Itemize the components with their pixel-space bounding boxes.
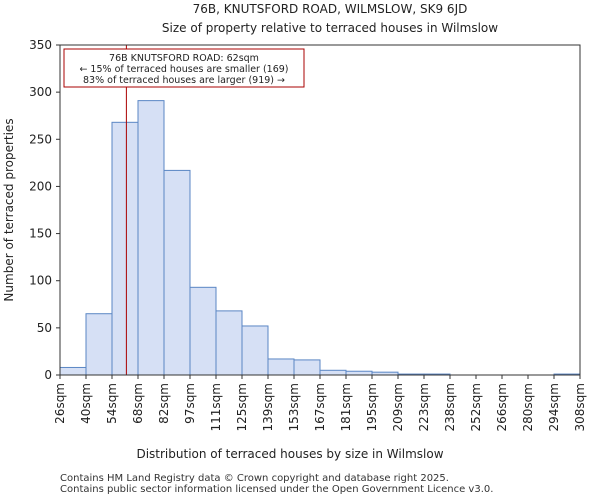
y-axis: 0 50 100 150 200 250 300 350: [29, 38, 60, 382]
x-tick-label-68sqm: 68sqm: [131, 383, 145, 424]
y-axis-label: Number of terraced properties: [2, 118, 16, 301]
x-tick-label-54sqm: 54sqm: [105, 383, 119, 424]
bar-167sqm: [319, 369, 347, 376]
histogram-chart: 76B, KNUTSFORD ROAD, WILMSLOW, SK9 6JD S…: [2, 2, 587, 461]
annotation-frame: [63, 48, 305, 88]
bar-181sqm: [345, 370, 373, 376]
bar-139sqm: [267, 358, 295, 376]
bar-68sqm: [137, 100, 165, 376]
annotation-line-2: ← 15% of terraced houses are smaller (16…: [79, 64, 288, 75]
x-tick-label-252sqm: 252sqm: [469, 383, 483, 431]
bar-153sqm: [293, 359, 321, 376]
x-tick-label-238sqm: 238sqm: [443, 383, 457, 431]
x-tick-label-26sqm: 26sqm: [53, 383, 67, 424]
x-tick-label-125sqm: 125sqm: [235, 383, 249, 431]
x-tick-label-111sqm: 111sqm: [209, 383, 223, 431]
x-tick-label-223sqm: 223sqm: [417, 383, 431, 431]
x-tick-label-40sqm: 40sqm: [79, 383, 93, 424]
y-tick-label-50: 50: [37, 321, 52, 335]
x-tick-label-167sqm: 167sqm: [313, 383, 327, 431]
chart-title: 76B, KNUTSFORD ROAD, WILMSLOW, SK9 6JD: [193, 2, 468, 16]
bar-111sqm: [215, 310, 243, 376]
y-tick-label-0: 0: [44, 368, 52, 382]
annotation-box: 76B KNUTSFORD ROAD: 62sqm ← 15% of terra…: [63, 48, 305, 88]
x-tick-label-209sqm: 209sqm: [391, 383, 405, 431]
y-tick-label-350: 350: [29, 38, 52, 52]
x-tick-label-294sqm: 294sqm: [547, 383, 561, 431]
x-axis: 26sqm 40sqm 54sqm 68sqm 82sqm 97sqm 111sqm 125s…: [53, 375, 587, 431]
x-tick-label-308sqm: 308sqm: [573, 383, 587, 431]
y-tick-label-150: 150: [29, 227, 52, 241]
x-tick-label-82sqm: 82sqm: [157, 383, 171, 424]
x-tick-label-139sqm: 139sqm: [261, 383, 275, 431]
y-tick-label-200: 200: [29, 179, 52, 193]
x-tick-label-181sqm: 181sqm: [339, 383, 353, 431]
annotation-line-1: 76B KNUTSFORD ROAD: 62sqm: [109, 53, 259, 64]
x-tick-label-266sqm: 266sqm: [495, 383, 509, 431]
bar-54sqm: [111, 121, 139, 376]
y-tick-label-250: 250: [29, 132, 52, 146]
chart-subtitle: Size of property relative to terraced ho…: [162, 21, 498, 35]
bars-group: [59, 100, 581, 376]
bar-40sqm: [85, 313, 113, 376]
bar-26sqm: [59, 366, 87, 376]
x-tick-label-97sqm: 97sqm: [183, 383, 197, 424]
bar-97sqm: [189, 286, 217, 376]
bar-82sqm: [163, 169, 191, 376]
y-tick-label-300: 300: [29, 85, 52, 99]
y-tick-label-100: 100: [29, 274, 52, 288]
footer-line-1: Contains HM Land Registry data © Crown c…: [60, 473, 449, 484]
x-axis-label: Distribution of terraced houses by size …: [136, 447, 443, 461]
bar-125sqm: [241, 325, 269, 376]
x-tick-label-153sqm: 153sqm: [287, 383, 301, 431]
annotation-line-3: 83% of terraced houses are larger (919) …: [83, 75, 285, 86]
x-tick-label-195sqm: 195sqm: [365, 383, 379, 431]
footer-line-2: Contains public sector information licen…: [60, 484, 494, 495]
x-tick-label-280sqm: 280sqm: [521, 383, 535, 431]
